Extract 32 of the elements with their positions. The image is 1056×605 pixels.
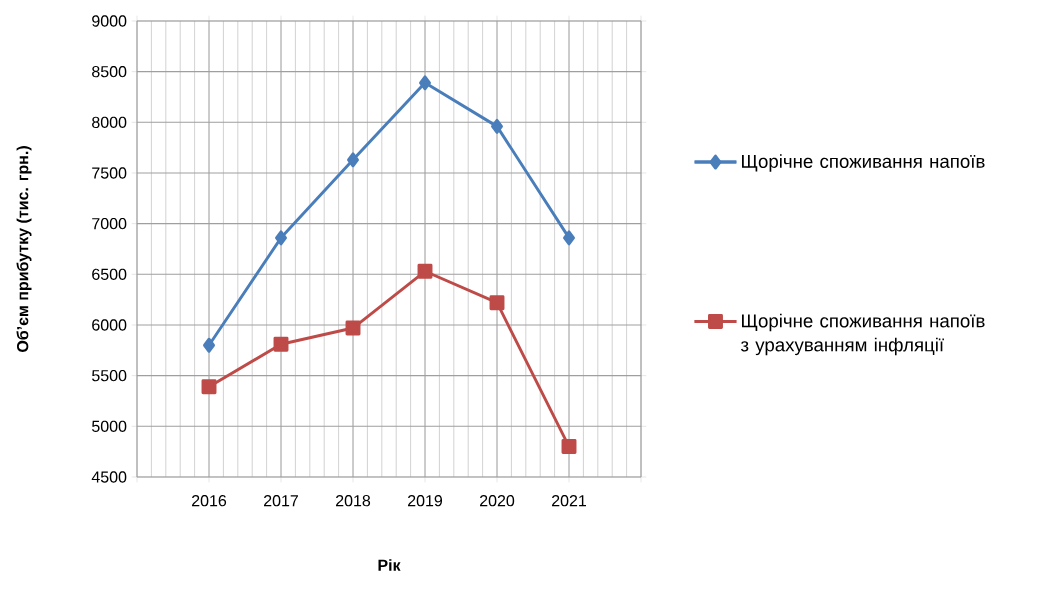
x-tick-label: 2017	[264, 495, 298, 507]
point	[347, 152, 359, 168]
y-tick-label: 5500	[92, 369, 127, 382]
point	[201, 379, 217, 395]
y-tick-label: 4500	[91, 471, 127, 483]
y-tick-label: 9000	[92, 15, 127, 27]
legend-label: Щорічне споживання напоїв	[742, 154, 985, 172]
x-tick-label: 2020	[480, 495, 515, 507]
point	[345, 320, 361, 336]
y-tick-label: 8500	[92, 66, 127, 78]
point	[489, 295, 505, 311]
point	[273, 336, 289, 352]
x-axis-title: Рік	[378, 559, 401, 571]
point	[561, 439, 577, 455]
y-tick-label: 5000	[92, 420, 127, 432]
y-axis-title: Об’єм прибутку (тис. грн.)	[16, 146, 32, 352]
point	[203, 337, 215, 353]
legend-label: Щорічне споживання напоїв з урахуванням інфляції	[740, 313, 985, 356]
y-tick-label: 8000	[92, 116, 127, 128]
point	[419, 75, 431, 91]
point	[417, 263, 433, 279]
y-tick-label: 6500	[92, 268, 127, 280]
point	[491, 118, 503, 134]
x-tick-label: 2018	[336, 495, 371, 507]
x-tick-label: 2021	[552, 495, 587, 507]
x-tick-label: 2019	[408, 495, 443, 507]
point	[563, 230, 575, 246]
x-tick-label: 2016	[192, 495, 227, 507]
y-tick-label: 6000	[92, 319, 127, 331]
y-tick-label: 7500	[92, 167, 127, 179]
point	[275, 230, 287, 246]
y-tick-label: 7000	[92, 218, 127, 230]
